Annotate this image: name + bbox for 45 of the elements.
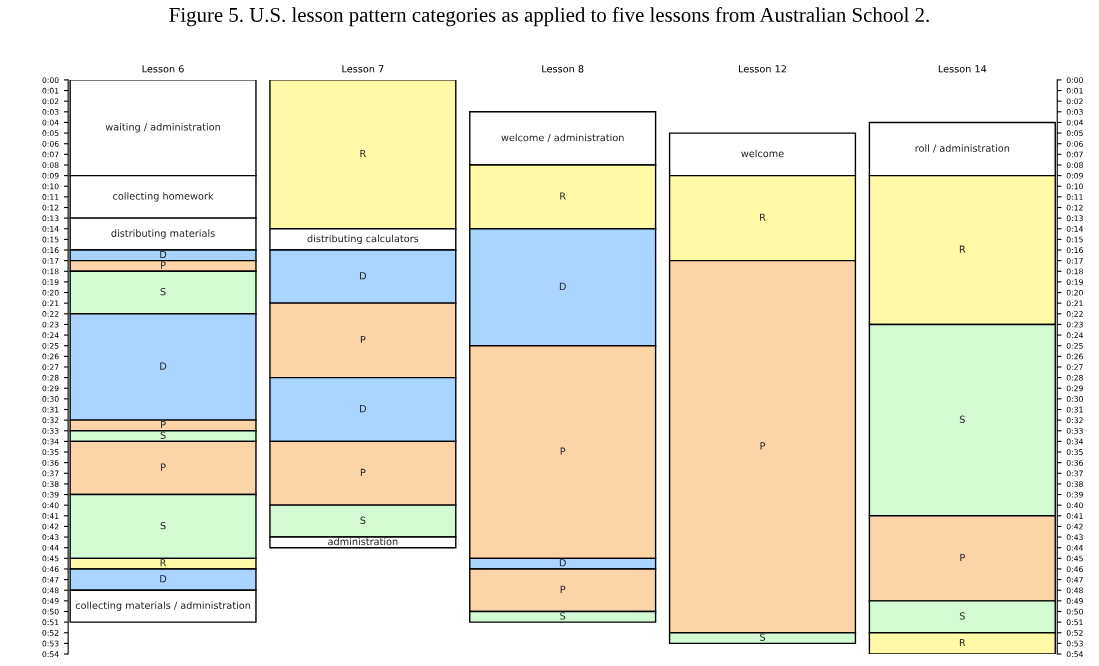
data-label: R [760, 213, 766, 221]
data-label: P [161, 463, 166, 471]
data-label: D [559, 559, 566, 567]
x-tick-label: Lesson 14 [938, 65, 987, 73]
data-label: S [560, 612, 566, 620]
data-label: S [160, 521, 166, 530]
data-label: D [559, 282, 566, 290]
data-label: P [560, 447, 566, 455]
data-label: R [959, 245, 966, 253]
data-label: S [959, 415, 965, 423]
data-label: S [360, 516, 366, 524]
data-label: D [160, 575, 167, 583]
data-label: collecting homework [113, 192, 214, 202]
data-label: R [160, 559, 167, 567]
data-label: P [560, 585, 566, 593]
data-label: collecting materials / administration [75, 601, 251, 611]
data-label: distributing materials [111, 229, 215, 239]
chart-title: Figure 5. U.S. lesson pattern categories as applied to five lessons from Australian School 2. [169, 7, 929, 27]
data-label: P [360, 468, 366, 476]
data-label: D [160, 362, 167, 370]
x-tick-label: Lesson 7 [342, 65, 384, 73]
data-label: roll / administration [915, 144, 1010, 153]
data-label: P [161, 261, 166, 269]
data-label: S [959, 612, 965, 620]
data-label: S [760, 633, 766, 641]
x-tick-label: Lesson 8 [542, 65, 584, 73]
data-label: S [160, 288, 166, 296]
data-label: R [560, 192, 566, 200]
data-label: P [760, 442, 766, 450]
x-tick-label: Lesson 12 [739, 65, 786, 73]
x-tick-label: Lesson 6 [142, 65, 184, 73]
data-label: R [360, 149, 366, 158]
data-label: P [960, 553, 965, 562]
data-label: S [160, 431, 166, 439]
data-label: D [360, 405, 367, 413]
data-label: distributing calculators [307, 234, 419, 245]
data-label: administration [328, 537, 398, 546]
data-label: P [161, 421, 166, 429]
data-label: welcome [741, 149, 784, 158]
data-label: P [360, 335, 366, 344]
data-label: waiting / administration [105, 123, 220, 133]
data-label: welcome / administration [501, 133, 624, 142]
data-label: D [360, 272, 367, 280]
data-label: D [160, 250, 167, 259]
data-label: R [959, 638, 966, 647]
